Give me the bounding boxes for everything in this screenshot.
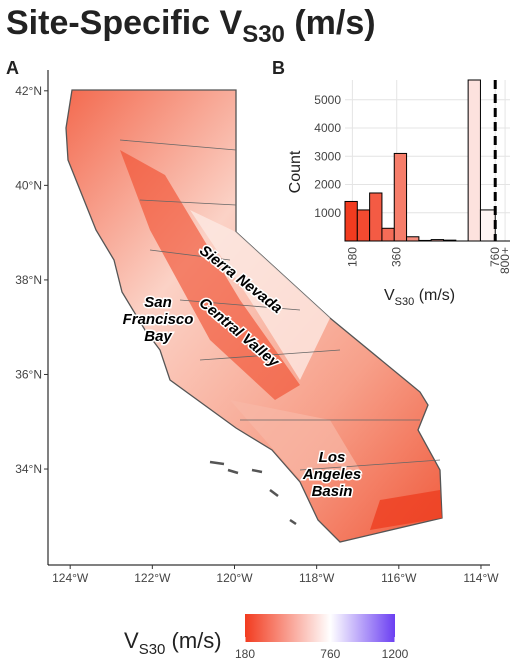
y-tick-label: 4000	[314, 121, 341, 135]
x-tick-label: 180	[345, 247, 359, 267]
y-tick-label: 5000	[314, 93, 341, 107]
histogram-bar	[406, 236, 420, 242]
panel-label: B	[272, 58, 285, 78]
y-tick-label: 38°N	[15, 273, 42, 287]
california	[65, 89, 443, 543]
colorbar-label-main: V	[124, 628, 139, 653]
colorbar-label-unit: (m/s)	[165, 628, 221, 653]
histogram-bar	[381, 227, 395, 242]
histogram-bar	[393, 152, 408, 242]
x-tick-label: 116°W	[381, 571, 417, 585]
histogram-bar	[344, 200, 358, 242]
colorbar-label-sub: S30	[139, 641, 166, 658]
x-axis-title-sub: S30	[395, 296, 415, 308]
colorbar	[245, 614, 395, 642]
x-tick-label: 120°W	[216, 571, 253, 585]
y-tick-label: 3000	[314, 149, 341, 163]
title-sub: S30	[242, 21, 285, 48]
y-tick-label: 36°N	[15, 367, 42, 381]
x-tick-label: 122°W	[134, 571, 171, 585]
histogram-bar	[356, 209, 371, 242]
region-label: Francisco	[123, 311, 194, 328]
x-tick-label: 360	[390, 247, 404, 267]
x-tick-label: 800+	[498, 247, 512, 274]
title-main: Site-Specific V	[6, 4, 243, 42]
region-label: San	[144, 294, 172, 311]
colorbar-tick-label: 760	[320, 647, 340, 661]
colorbar-tick-label: 180	[235, 647, 255, 661]
region-label: Los	[319, 449, 346, 466]
histogram-bar	[467, 79, 481, 242]
region-label: Angeles	[302, 466, 361, 483]
histogram-bar	[369, 192, 383, 242]
x-tick-label: 114°W	[463, 571, 499, 585]
y-tick-label: 1000	[314, 206, 341, 220]
x-tick-label: 118°W	[299, 571, 335, 585]
y-tick-label: 34°N	[15, 462, 42, 476]
region-label: Basin	[312, 483, 353, 500]
y-axis-title: Count	[287, 150, 304, 193]
y-tick-label: 2000	[314, 178, 341, 192]
x-tick-label: 124°W	[52, 571, 89, 585]
title-unit: (m/s)	[285, 4, 376, 42]
region-label: Bay	[144, 328, 172, 345]
title: Site-Specific VS30 (m/s)	[6, 4, 376, 48]
colorbar-label: VS30 (m/s)	[124, 628, 222, 658]
x-axis-title: VS30 (m/s)	[384, 287, 455, 308]
panel-label: A	[6, 58, 19, 78]
x-axis-title-unit: (m/s)	[414, 287, 455, 304]
histogram-bar	[479, 209, 496, 242]
colorbar-tick-label: 1200	[382, 647, 409, 661]
y-tick-label: 42°N	[15, 84, 42, 98]
y-tick-label: 40°N	[15, 178, 42, 192]
x-axis-title-main: V	[384, 287, 395, 304]
x-tick-label: 760	[488, 247, 502, 267]
